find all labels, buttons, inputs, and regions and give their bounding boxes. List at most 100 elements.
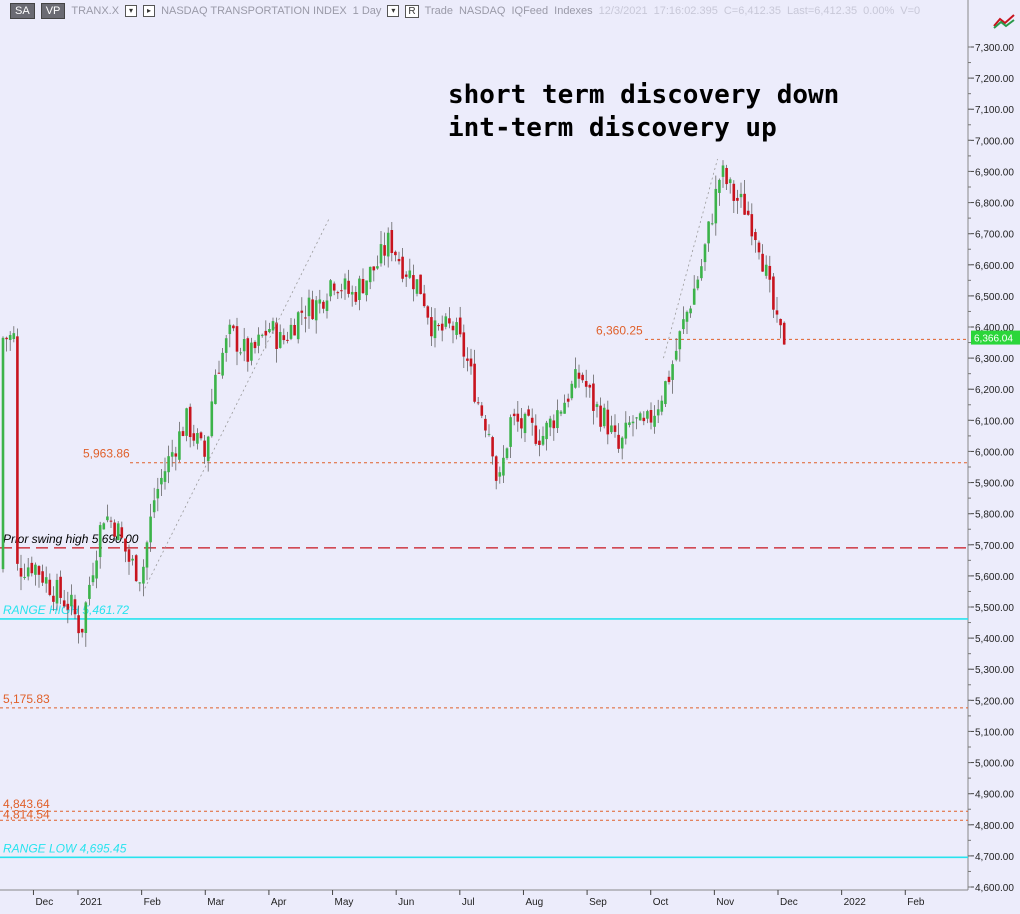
candle-body <box>646 411 649 419</box>
candle-body <box>246 338 250 362</box>
candle-body <box>379 244 383 264</box>
vp-button[interactable]: VP <box>40 3 66 19</box>
candle-body <box>541 435 545 445</box>
y-tick-label: 7,100.00 <box>975 105 1014 116</box>
y-tick-label: 4,800.00 <box>975 821 1014 832</box>
candle-body <box>689 308 692 314</box>
x-tick-label: Apr <box>271 897 287 908</box>
candle-body <box>210 401 214 437</box>
y-tick-label: 6,800.00 <box>975 199 1014 210</box>
candle-body <box>325 300 329 312</box>
candle-body <box>134 555 138 582</box>
candle-body <box>588 384 592 388</box>
candle-body <box>707 221 710 244</box>
candle-body <box>642 417 646 422</box>
x-tick-label: Dec <box>35 897 53 908</box>
candle-body <box>178 431 181 460</box>
symbol-dropdown-icon[interactable]: ▾ <box>125 5 138 17</box>
candle-body <box>678 331 682 350</box>
candle-body <box>584 381 588 387</box>
candle-body <box>664 381 667 405</box>
y-tick-label: 6,400.00 <box>975 323 1014 334</box>
candle-body <box>138 582 142 584</box>
candle-body <box>602 407 606 427</box>
y-tick-label: 5,300.00 <box>975 665 1014 676</box>
symbol-label[interactable]: TRANX.X <box>71 5 120 17</box>
candle-body <box>437 324 440 327</box>
candle-body <box>73 599 77 615</box>
candle-body <box>268 329 271 333</box>
candle-body <box>199 432 203 439</box>
candle-body <box>725 167 728 185</box>
r-button[interactable]: R <box>405 4 419 18</box>
candle-body <box>221 352 224 376</box>
candle-body <box>160 477 163 485</box>
candle-body <box>300 310 304 313</box>
candle-body <box>422 293 426 307</box>
candle-body <box>764 264 768 276</box>
y-tick-label: 7,200.00 <box>975 74 1014 85</box>
interval-label[interactable]: 1 Day <box>352 5 382 17</box>
candle-body <box>408 270 412 278</box>
candle-body <box>88 584 91 599</box>
candle-body <box>581 374 584 381</box>
candle-body <box>559 411 563 414</box>
x-tick-label: Aug <box>525 897 543 908</box>
candle-body <box>610 425 613 433</box>
candle-body <box>336 292 340 294</box>
candle-body <box>397 258 401 262</box>
sa-button[interactable]: SA <box>10 3 35 19</box>
candle-body <box>23 576 26 578</box>
trend-line <box>663 158 718 359</box>
candle-body <box>37 566 41 575</box>
candle-body <box>703 244 707 263</box>
candle-body <box>228 324 232 335</box>
candle-body <box>545 422 548 440</box>
candle-body <box>494 456 498 481</box>
candle-body <box>433 320 437 339</box>
last-price-marker <box>971 330 1020 345</box>
candle-body <box>278 331 282 348</box>
candle-body <box>512 413 516 417</box>
interval-dropdown-icon[interactable]: ▾ <box>387 5 400 17</box>
candle-body <box>102 523 106 530</box>
candle-body <box>289 324 293 339</box>
candle-body <box>145 542 149 568</box>
candle-body <box>487 433 491 435</box>
close-label: C=6,412.35 <box>723 5 782 17</box>
candle-body <box>275 322 278 349</box>
candle-body <box>322 301 325 309</box>
candle-body <box>350 291 354 295</box>
y-tick-label: 4,600.00 <box>975 883 1014 894</box>
x-tick-label: Sep <box>589 897 607 908</box>
candle-body <box>390 230 394 254</box>
candle-body <box>260 334 264 336</box>
interval-toggle-icon[interactable]: ▸ <box>143 5 156 17</box>
candle-body <box>196 433 199 444</box>
volume-label: V=0 <box>900 5 921 17</box>
candle-body <box>710 223 714 225</box>
candle-body <box>502 457 505 476</box>
candle-body <box>358 278 361 300</box>
level-label: 4,843.64 <box>3 797 50 811</box>
candle-body <box>264 330 268 336</box>
candle-body <box>574 369 577 388</box>
candle-body <box>412 275 415 290</box>
chart-settings-icon[interactable] <box>992 12 1016 30</box>
candle-body <box>156 488 160 499</box>
candle-body <box>217 372 221 374</box>
candle-body <box>685 311 689 322</box>
last-label: Last=6,412.35 <box>787 5 858 17</box>
candle-body <box>649 410 653 423</box>
candle-body <box>401 256 404 279</box>
candle-body <box>167 456 170 473</box>
level-label: 4,814.54 <box>3 807 50 821</box>
candle-body <box>534 425 538 444</box>
candle-body <box>174 453 178 457</box>
candle-body <box>224 338 228 353</box>
x-tick-label: Jun <box>398 897 414 908</box>
candle-body <box>466 358 469 361</box>
level-label: RANGE LOW 4,695.45 <box>3 841 127 855</box>
